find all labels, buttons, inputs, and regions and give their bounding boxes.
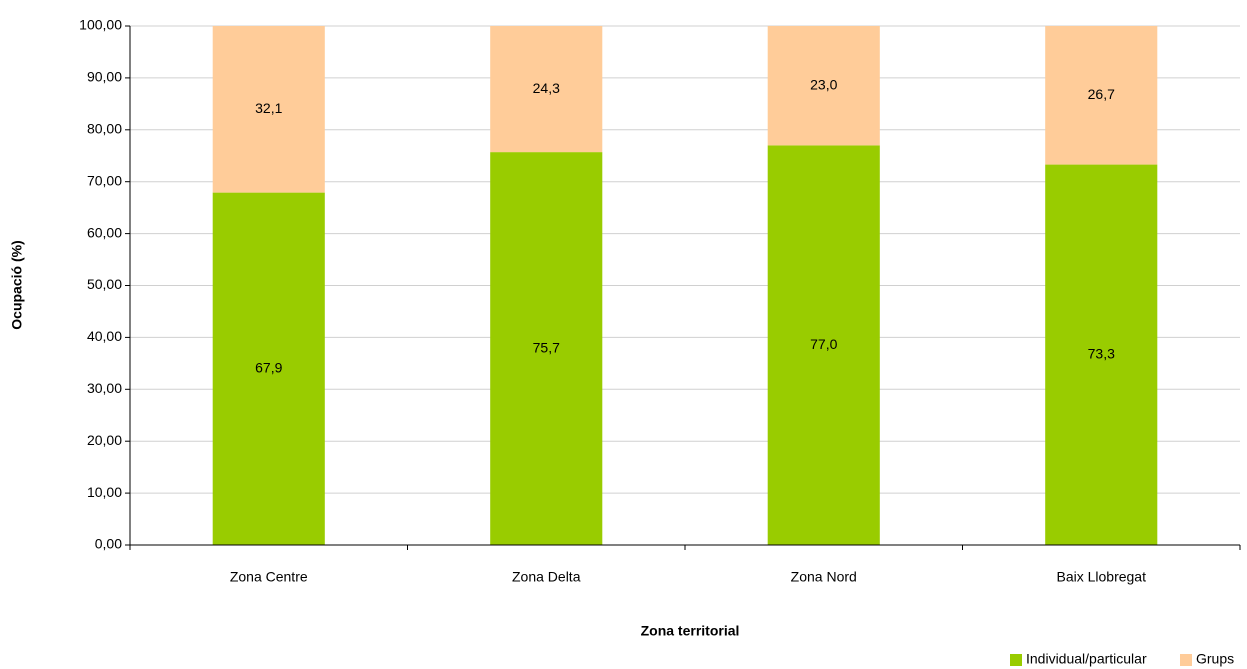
bar-segment: [1045, 164, 1158, 545]
legend-swatch: [1180, 654, 1192, 666]
bar-segment: [490, 26, 603, 153]
legend-label: Grups: [1196, 651, 1234, 667]
x-tick-label: Zona Delta: [512, 569, 581, 585]
x-tick-label: Zona Nord: [791, 569, 857, 585]
x-tick-label: Baix Llobregat: [1056, 569, 1146, 585]
y-tick-label: 30,00: [87, 380, 122, 396]
y-axis-title: Ocupació (%): [9, 240, 25, 329]
y-tick-label: 50,00: [87, 276, 122, 292]
value-label: 73,3: [1088, 345, 1115, 361]
y-tick-label: 40,00: [87, 328, 122, 344]
bar-segment: [767, 26, 880, 146]
y-tick-label: 80,00: [87, 121, 122, 137]
value-label: 26,7: [1088, 86, 1115, 102]
value-label: 67,9: [255, 360, 282, 376]
bar-segment: [490, 152, 603, 545]
value-label: 77,0: [810, 336, 837, 352]
y-tick-label: 70,00: [87, 172, 122, 188]
y-tick-label: 90,00: [87, 69, 122, 85]
x-axis-title: Zona territorial: [641, 623, 740, 639]
value-label: 32,1: [255, 100, 282, 116]
y-tick-label: 0,00: [95, 536, 122, 552]
y-tick-label: 10,00: [87, 484, 122, 500]
value-label: 24,3: [533, 80, 560, 96]
bar-segment: [1045, 26, 1158, 165]
y-tick-label: 60,00: [87, 224, 122, 240]
x-tick-label: Zona Centre: [230, 569, 308, 585]
bar-segment: [767, 145, 880, 545]
value-label: 75,7: [533, 339, 560, 355]
y-tick-label: 20,00: [87, 432, 122, 448]
legend-swatch: [1010, 654, 1022, 666]
y-tick-label: 100,00: [79, 17, 122, 33]
legend-label: Individual/particular: [1026, 651, 1147, 667]
bar-segment: [212, 26, 325, 193]
bar-segment: [212, 192, 325, 545]
value-label: 23,0: [810, 76, 837, 92]
